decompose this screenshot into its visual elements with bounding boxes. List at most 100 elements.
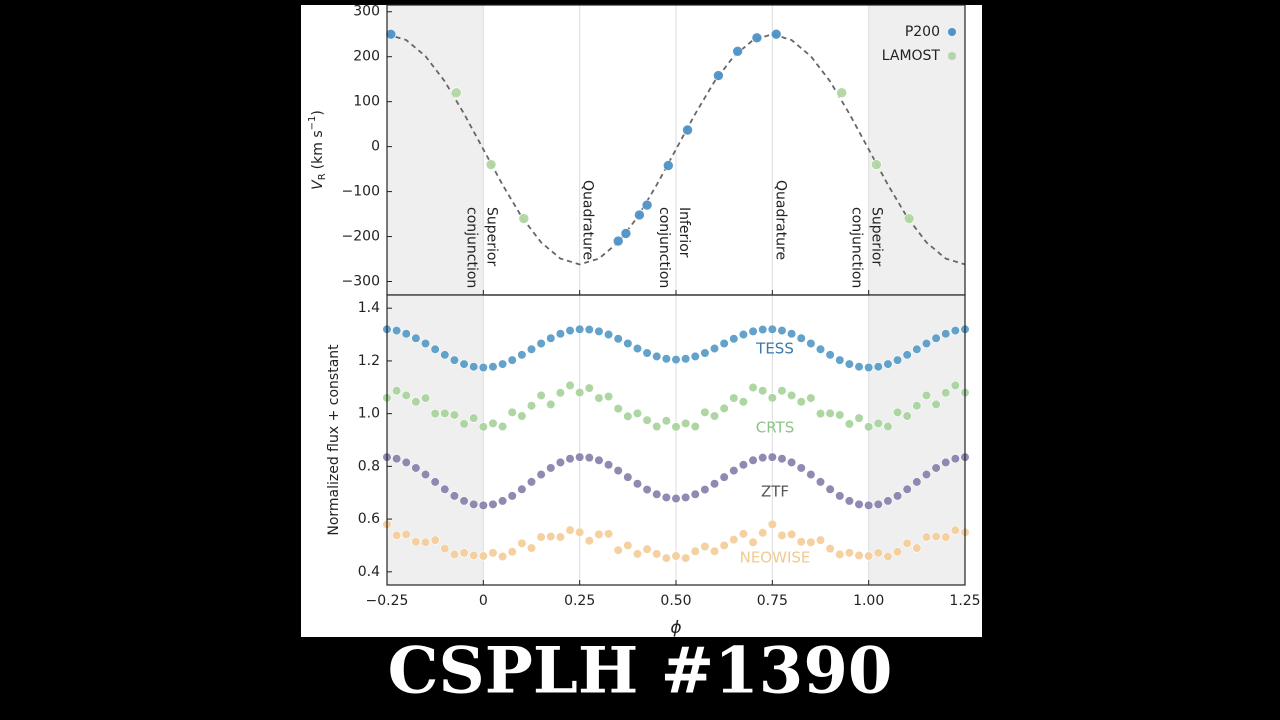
data-point bbox=[469, 499, 479, 509]
data-point bbox=[902, 484, 912, 494]
data-point bbox=[459, 419, 469, 429]
annotation: Superior bbox=[869, 207, 885, 266]
data-point bbox=[864, 422, 874, 432]
data-point bbox=[536, 390, 546, 401]
data-point bbox=[430, 344, 440, 354]
data-point bbox=[758, 386, 768, 396]
data-point bbox=[555, 532, 566, 542]
data-point bbox=[738, 329, 749, 340]
data-point bbox=[385, 28, 397, 40]
data-point bbox=[681, 553, 691, 563]
data-point bbox=[854, 550, 864, 561]
data-point bbox=[575, 387, 585, 398]
annotation: Quadrature bbox=[580, 180, 596, 260]
data-point bbox=[411, 397, 421, 407]
data-point bbox=[950, 325, 960, 336]
data-point bbox=[854, 413, 864, 423]
data-point bbox=[941, 532, 951, 542]
data-point bbox=[603, 329, 614, 340]
data-point bbox=[941, 388, 951, 398]
data-point bbox=[642, 484, 652, 495]
data-point bbox=[613, 545, 623, 555]
data-point bbox=[488, 362, 498, 372]
data-point bbox=[796, 537, 806, 547]
data-point bbox=[401, 457, 411, 468]
data-point bbox=[835, 491, 845, 501]
model-curve bbox=[386, 33, 966, 266]
data-point bbox=[485, 159, 497, 170]
data-point bbox=[709, 546, 720, 556]
data-point bbox=[825, 350, 835, 360]
data-point bbox=[873, 548, 883, 558]
data-point bbox=[950, 380, 960, 391]
data-point bbox=[584, 453, 594, 463]
data-point bbox=[449, 491, 460, 501]
data-point bbox=[526, 543, 537, 553]
y-tick-label: 100 bbox=[353, 94, 380, 110]
x-tick-label: −0.25 bbox=[366, 593, 409, 609]
data-point bbox=[449, 549, 460, 560]
data-point bbox=[892, 355, 903, 365]
legend-marker bbox=[948, 52, 956, 60]
data-point bbox=[931, 399, 941, 410]
data-point bbox=[517, 350, 527, 360]
data-point bbox=[690, 351, 700, 362]
data-point bbox=[883, 421, 893, 432]
data-point bbox=[864, 362, 874, 373]
data-point bbox=[719, 540, 729, 551]
data-point bbox=[690, 546, 700, 556]
data-point bbox=[912, 477, 922, 487]
data-point bbox=[748, 537, 758, 547]
data-point bbox=[420, 537, 431, 547]
data-point bbox=[950, 525, 960, 535]
data-point bbox=[902, 350, 912, 360]
data-point bbox=[632, 343, 643, 354]
data-point bbox=[786, 390, 797, 401]
data-point bbox=[420, 469, 431, 480]
data-point bbox=[873, 418, 883, 428]
data-point bbox=[806, 393, 816, 403]
data-point bbox=[565, 380, 575, 391]
data-point bbox=[401, 529, 411, 539]
data-point bbox=[883, 496, 893, 506]
data-point bbox=[732, 46, 743, 57]
data-point bbox=[613, 334, 623, 344]
data-point bbox=[738, 397, 749, 407]
data-point bbox=[864, 551, 874, 561]
data-point bbox=[836, 87, 847, 98]
shaded-region bbox=[387, 5, 484, 295]
data-point bbox=[392, 325, 402, 336]
annotation: conjunction bbox=[463, 207, 479, 288]
data-point bbox=[700, 484, 710, 495]
data-point bbox=[751, 32, 763, 44]
data-point bbox=[767, 519, 777, 529]
data-point bbox=[912, 543, 922, 553]
data-point bbox=[767, 324, 777, 334]
data-point bbox=[873, 499, 883, 509]
data-point bbox=[873, 362, 883, 372]
data-point bbox=[671, 493, 681, 504]
data-point bbox=[642, 348, 652, 358]
data-point bbox=[565, 325, 575, 336]
data-point bbox=[941, 329, 951, 339]
data-point bbox=[526, 344, 537, 354]
data-point bbox=[565, 454, 575, 464]
data-point bbox=[690, 489, 700, 499]
data-point bbox=[411, 463, 421, 473]
x-tick-label: 1.25 bbox=[949, 593, 980, 609]
data-point bbox=[613, 465, 623, 476]
x-tick-label: 0.50 bbox=[660, 593, 691, 609]
data-point bbox=[478, 551, 488, 561]
data-point bbox=[758, 528, 768, 538]
data-point bbox=[719, 403, 729, 413]
data-point bbox=[931, 333, 941, 343]
data-point bbox=[661, 492, 671, 503]
data-point bbox=[411, 333, 421, 343]
data-point bbox=[912, 344, 922, 354]
data-point bbox=[921, 390, 932, 401]
data-point bbox=[536, 469, 546, 480]
data-point bbox=[526, 401, 537, 411]
data-point bbox=[594, 393, 604, 403]
data-point bbox=[902, 538, 912, 548]
y-label-symbol: V bbox=[310, 179, 326, 190]
